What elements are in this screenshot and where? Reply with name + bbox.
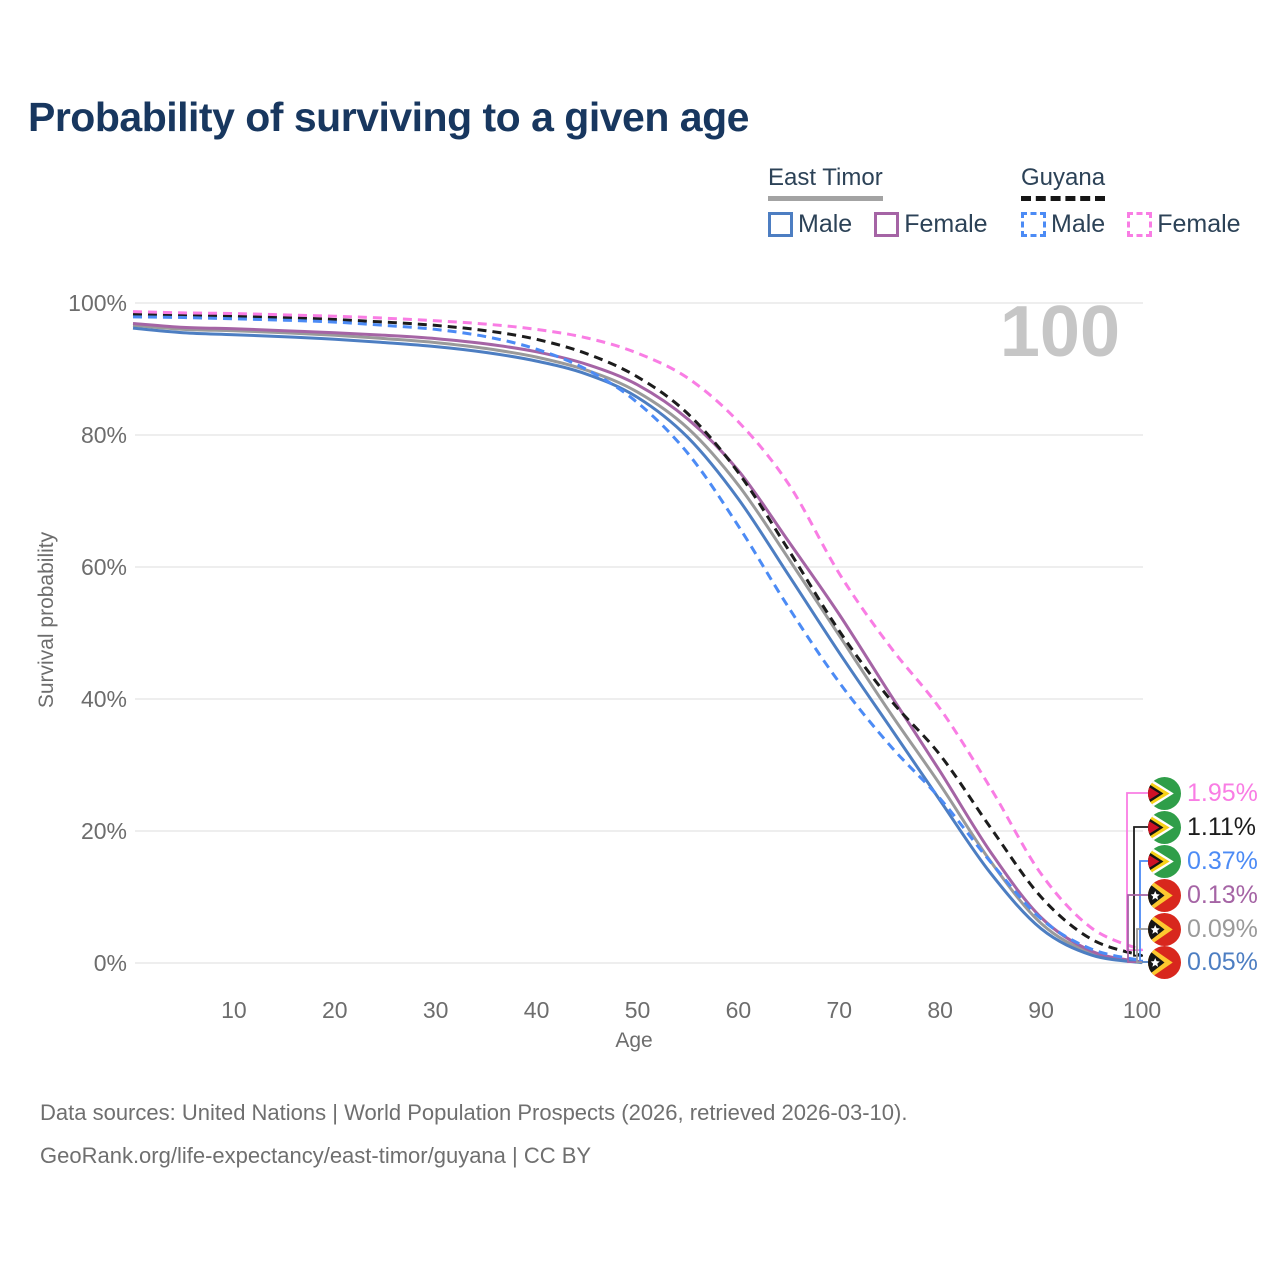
- end-connector: [1142, 961, 1149, 963]
- end-label-guyana-female[interactable]: 1.95%: [1148, 776, 1258, 810]
- y-tick-label: 60%: [81, 554, 127, 580]
- end-value: 1.11%: [1187, 812, 1257, 841]
- x-tick-label: 20: [322, 997, 348, 1023]
- legend-swatch-guyana-female[interactable]: [1127, 212, 1153, 237]
- end-label-east-timor-female[interactable]: 0.13%: [1148, 878, 1258, 912]
- legend-swatch-guyana-male[interactable]: [1021, 212, 1046, 237]
- curve-guyana-female[interactable]: [132, 310, 1143, 952]
- end-connector: [1139, 860, 1149, 962]
- legend-group-guyana: Guyana Male Female: [1021, 164, 1263, 239]
- y-tick-label: 100%: [68, 290, 127, 316]
- guyana-flag-icon: [1148, 776, 1181, 810]
- legend-label-guyana-male[interactable]: Male: [1051, 210, 1106, 238]
- end-value: 0.09%: [1187, 914, 1258, 943]
- end-value: 0.37%: [1187, 846, 1258, 875]
- curve-guyana-male[interactable]: [132, 315, 1143, 963]
- legend-label-guyana-female[interactable]: Female: [1157, 210, 1241, 238]
- age-watermark: 100: [999, 292, 1120, 372]
- curve-east-timor-female[interactable]: [132, 322, 1143, 964]
- data-sources-note: Data sources: United Nations | World Pop…: [40, 1100, 908, 1125]
- end-value: 1.95%: [1187, 778, 1258, 807]
- legend-swatch-east-timor-male[interactable]: [768, 212, 793, 237]
- end-label-east-timor[interactable]: 0.09%: [1148, 912, 1258, 946]
- y-tick-label: 80%: [81, 422, 127, 448]
- x-tick-label: 90: [1028, 997, 1054, 1023]
- y-tick-label: 0%: [94, 950, 127, 976]
- end-label-guyana-male[interactable]: 0.37%: [1148, 844, 1258, 878]
- legend-group-east-timor: East Timor Male Female: [768, 164, 1010, 239]
- guyana-flag-icon: [1148, 810, 1181, 844]
- attribution-note: GeoRank.org/life-expectancy/east-timor/g…: [40, 1143, 592, 1168]
- x-tick-label: 30: [423, 997, 449, 1023]
- end-connector: [1127, 894, 1149, 963]
- guyana-flag-icon: [1148, 844, 1181, 878]
- x-tick-label: 70: [827, 997, 853, 1023]
- end-connector: [1136, 928, 1149, 964]
- x-tick-label: 50: [625, 997, 651, 1023]
- legend-group-title-guyana[interactable]: Guyana: [1021, 164, 1106, 201]
- legend-label-east-timor-female[interactable]: Female: [904, 210, 988, 238]
- legend-label-east-timor-male[interactable]: Male: [798, 210, 853, 238]
- end-value: 0.05%: [1187, 947, 1258, 976]
- end-connector: [1133, 826, 1149, 957]
- page-title: Probability of surviving to a given age: [28, 94, 749, 140]
- curve-east-timor-male[interactable]: [132, 326, 1143, 965]
- legend-group-title-east-timor[interactable]: East Timor: [768, 164, 883, 201]
- end-label-east-timor-male[interactable]: 0.05%: [1148, 945, 1258, 979]
- x-tick-label: 80: [927, 997, 953, 1023]
- x-tick-label: 40: [524, 997, 550, 1023]
- curve-east-timor[interactable]: [132, 323, 1143, 964]
- end-value: 0.13%: [1187, 880, 1258, 909]
- x-tick-label: 60: [726, 997, 752, 1023]
- end-label-guyana[interactable]: 1.11%: [1148, 810, 1256, 844]
- x-tick-label: 10: [221, 997, 247, 1023]
- east-timor-flag-icon: [1148, 945, 1181, 979]
- y-tick-label: 20%: [81, 818, 127, 844]
- end-connector: [1126, 792, 1149, 951]
- legend-swatch-east-timor-female[interactable]: [874, 212, 900, 237]
- x-tick-label: 100: [1123, 997, 1161, 1023]
- y-tick-label: 40%: [81, 686, 127, 712]
- east-timor-flag-icon: [1148, 912, 1181, 946]
- x-axis-title: Age: [615, 1029, 653, 1052]
- east-timor-flag-icon: [1148, 878, 1181, 912]
